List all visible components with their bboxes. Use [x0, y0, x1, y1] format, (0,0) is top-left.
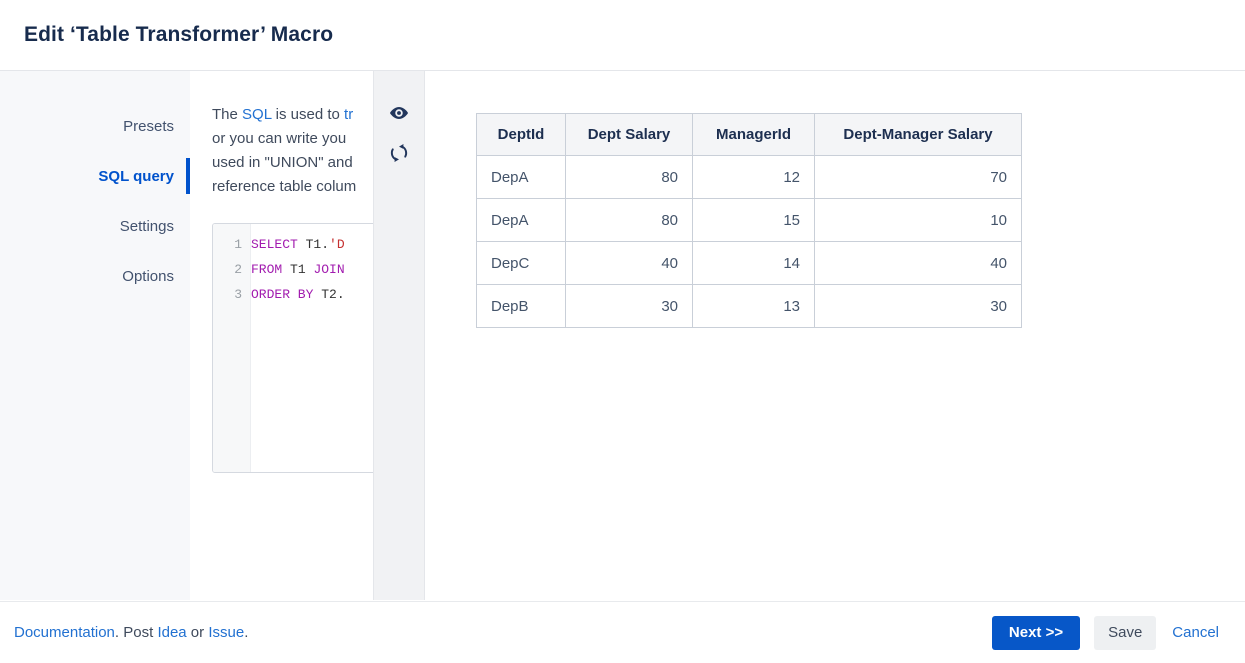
- dialog-header: Edit ‘Table Transformer’ Macro: [0, 0, 1245, 71]
- column-header: ManagerId: [692, 113, 815, 156]
- line-number: 2: [234, 262, 242, 277]
- description-link[interactable]: tr: [344, 106, 354, 123]
- save-button[interactable]: Save: [1094, 615, 1157, 650]
- table-cell: 40: [565, 241, 693, 285]
- result-table: DeptId Dept Salary ManagerId Dept-Manager S…: [476, 113, 1022, 328]
- table-cell: 10: [814, 198, 1022, 242]
- description-text: or you can write you: [212, 130, 347, 147]
- macro-editor-body: Presets SQL query Settings Options The SQL …: [0, 71, 1245, 600]
- table-cell: DepB: [476, 284, 566, 328]
- table-cell: 30: [814, 284, 1022, 328]
- description-line: The SQL is used to tr: [212, 103, 373, 127]
- column-header: Dept Salary: [565, 113, 693, 156]
- footer-links: Documentation. Post Idea or Issue.: [14, 624, 248, 641]
- sql-description: The SQL is used to tr or you can write yo…: [212, 103, 373, 199]
- description-link[interactable]: SQL: [242, 106, 272, 123]
- sql-code-editor[interactable]: 1 SELECT T1.'D 2 FROM T1 JOIN 3 ORDER BY T2.: [212, 223, 373, 473]
- description-text: reference table colum: [212, 178, 357, 195]
- footer-link-issue[interactable]: Issue: [208, 624, 245, 641]
- table-cell: 40: [814, 241, 1022, 285]
- code-line: 2 FROM T1 JOIN: [213, 257, 373, 282]
- table-cell: DepC: [476, 241, 566, 285]
- footer-link-idea[interactable]: Idea: [157, 624, 187, 641]
- footer-actions: Next >> Save Cancel: [991, 615, 1221, 650]
- table-cell: 80: [565, 155, 693, 199]
- dialog-footer: Documentation. Post Idea or Issue. Next …: [0, 601, 1245, 663]
- table-row: DepA 80 12 70: [476, 155, 1022, 199]
- toolbar-strip: [373, 71, 425, 600]
- editor-gutter: [213, 224, 251, 472]
- line-number: 3: [234, 287, 242, 302]
- table-cell: DepA: [476, 155, 566, 199]
- code-text: ORDER BY T2.: [251, 287, 345, 302]
- description-text: The: [212, 106, 243, 123]
- description-text: is used to: [271, 106, 345, 123]
- sql-query-panel: The SQL is used to tr or you can write yo…: [190, 71, 373, 600]
- refresh-icon[interactable]: [387, 141, 411, 165]
- table-cell: 14: [692, 241, 815, 285]
- table-cell: 13: [692, 284, 815, 328]
- table-cell: 80: [565, 198, 693, 242]
- table-cell: 30: [565, 284, 693, 328]
- table-row: DepC 40 14 40: [476, 241, 1022, 285]
- description-line: or you can write you: [212, 127, 373, 151]
- cancel-button[interactable]: Cancel: [1170, 616, 1221, 650]
- preview-area: DeptId Dept Salary ManagerId Dept-Manager S…: [425, 71, 1245, 600]
- code-text: FROM T1 JOIN: [251, 262, 345, 277]
- description-text: used in "UNION" and: [212, 154, 353, 171]
- code-text: SELECT T1.'D: [251, 237, 345, 252]
- column-header: DeptId: [476, 113, 566, 156]
- code-line: 1 SELECT T1.'D: [213, 232, 373, 257]
- table-row: DepB 30 13 30: [476, 284, 1022, 328]
- sidebar-item-label: Options: [122, 267, 174, 285]
- result-table-header: DeptId Dept Salary ManagerId Dept-Manager S…: [476, 113, 1022, 156]
- dialog-title: Edit ‘Table Transformer’ Macro: [24, 23, 334, 46]
- sidebar-item-label: Presets: [123, 117, 174, 135]
- description-line: used in "UNION" and: [212, 151, 373, 175]
- table-row: DepA 80 15 10: [476, 198, 1022, 242]
- footer-text: .: [244, 624, 249, 641]
- footer-link-documentation[interactable]: Documentation: [14, 624, 115, 641]
- sidebar-item-settings[interactable]: Settings: [0, 201, 190, 251]
- column-header: Dept-Manager Salary: [814, 113, 1022, 156]
- table-cell: 12: [692, 155, 815, 199]
- editor-lines: 1 SELECT T1.'D 2 FROM T1 JOIN 3 ORDER BY T2.: [213, 232, 373, 307]
- sidebar-item-sql-query[interactable]: SQL query: [0, 151, 190, 201]
- code-line: 3 ORDER BY T2.: [213, 282, 373, 307]
- footer-text: or: [186, 624, 209, 641]
- sidebar-item-presets[interactable]: Presets: [0, 101, 190, 151]
- next-button[interactable]: Next >>: [991, 615, 1081, 650]
- table-cell: 15: [692, 198, 815, 242]
- table-cell: 70: [814, 155, 1022, 199]
- eye-icon[interactable]: [387, 101, 411, 125]
- sidebar-item-label: Settings: [119, 217, 174, 235]
- sidebar-item-options[interactable]: Options: [0, 251, 190, 301]
- table-cell: DepA: [476, 198, 566, 242]
- sidebar: Presets SQL query Settings Options: [0, 71, 190, 600]
- sidebar-item-label: SQL query: [98, 167, 174, 185]
- line-number: 1: [234, 237, 242, 252]
- footer-text: . Post: [114, 624, 158, 641]
- description-line: reference table colum: [212, 175, 373, 199]
